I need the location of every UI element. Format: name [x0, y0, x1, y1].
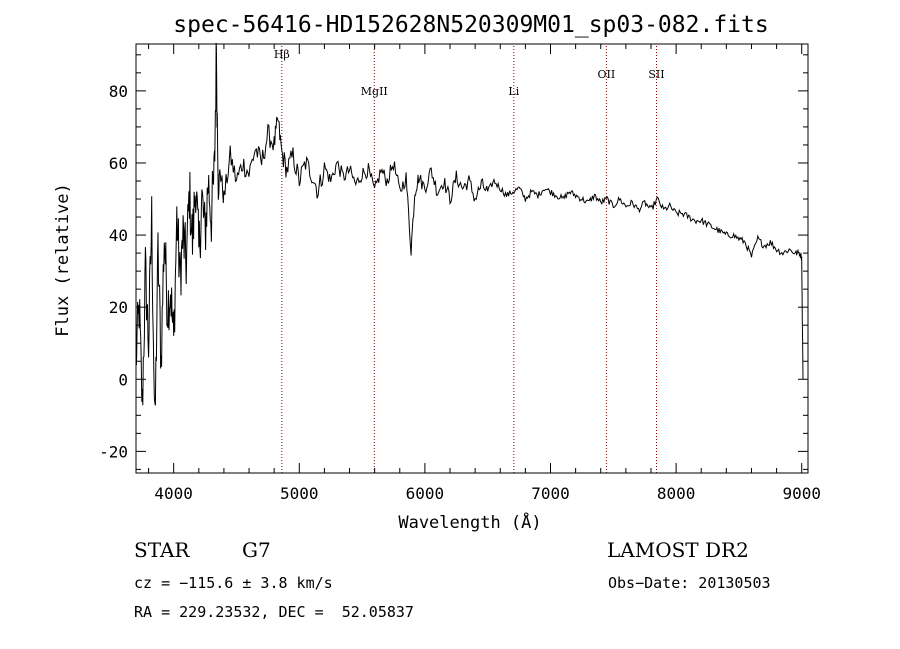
coordinates: RA = 229.23532, DEC = 52.05837	[134, 603, 414, 621]
x-tick-label-4: 8000	[657, 484, 696, 503]
spectrum-series-line	[135, 42, 804, 406]
y-tick-label-3: 40	[109, 226, 128, 245]
x-tick-label-1: 5000	[280, 484, 319, 503]
line-label-2: Li	[508, 85, 519, 98]
tick-layer: 4000 5000 6000 7000 8000 9000 -20 0 20 40 60 80	[99, 44, 821, 503]
line-label-4: SII	[648, 68, 664, 81]
x-tick-label-5: 9000	[782, 484, 821, 503]
series-layer	[135, 42, 804, 406]
observation-date: Obs−Date: 20130503	[608, 574, 771, 592]
x-tick-label-2: 6000	[406, 484, 445, 503]
x-tick-label-0: 4000	[154, 484, 193, 503]
survey-name: LAMOST DR2	[607, 538, 749, 562]
line-label-1: MgII	[361, 85, 388, 98]
y-tick-label-0: -20	[99, 442, 128, 461]
spectral-subclass: G7	[242, 538, 271, 562]
line-label-3: OII	[598, 68, 616, 81]
y-tick-label-5: 80	[109, 82, 128, 101]
y-axis-label: Flux (relative)	[53, 183, 73, 337]
object-type: STAR	[134, 538, 190, 562]
y-tick-label-1: 0	[118, 370, 128, 389]
y-tick-label-4: 60	[109, 154, 128, 173]
y-tick-label-2: 20	[109, 298, 128, 317]
x-axis-label: Wavelength (Å)	[398, 511, 541, 533]
line-label-0: Hβ	[274, 48, 290, 61]
annotation-layer: Hβ MgII Li OII SII	[274, 46, 665, 473]
x-tick-label-3: 7000	[531, 484, 570, 503]
plot-frame	[135, 43, 809, 474]
redshift-cz: cz = −115.6 ± 3.8 km/s	[134, 574, 333, 592]
chart-title: spec-56416-HD152628N520309M01_sp03-082.f…	[173, 12, 768, 38]
